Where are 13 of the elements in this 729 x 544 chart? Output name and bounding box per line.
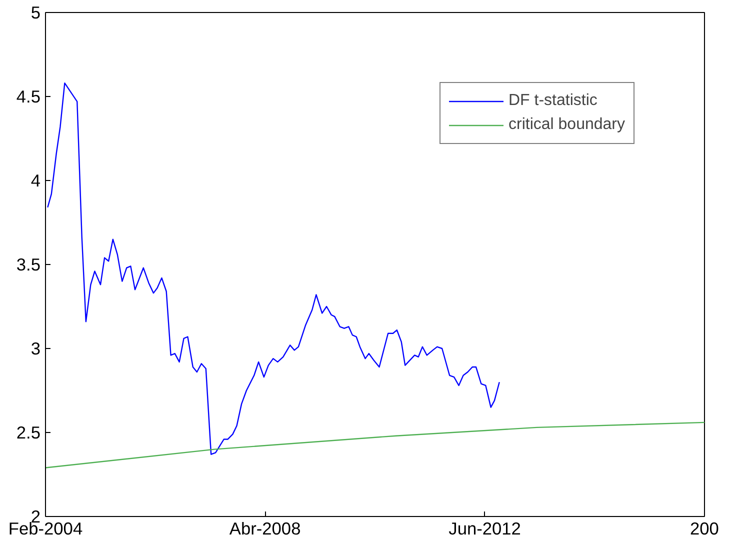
x-tick-label: Jun-2012 [448,518,521,538]
y-tick-label: 4 [30,170,41,190]
y-tick-label: 5 [30,2,41,22]
y-tick-label: 3.5 [16,254,41,274]
y-tick-label: 4.5 [16,86,41,106]
x-tick-label: 200 [690,518,719,538]
x-tick-label: Abr-2008 [229,518,301,538]
y-tick-label: 2.5 [16,422,41,442]
line-series [46,422,704,468]
y-tick-label: 3 [30,338,41,358]
legend-label: DF t-statistic [508,92,598,110]
line-series [47,82,500,455]
legend-label: critical boundary [508,116,625,134]
